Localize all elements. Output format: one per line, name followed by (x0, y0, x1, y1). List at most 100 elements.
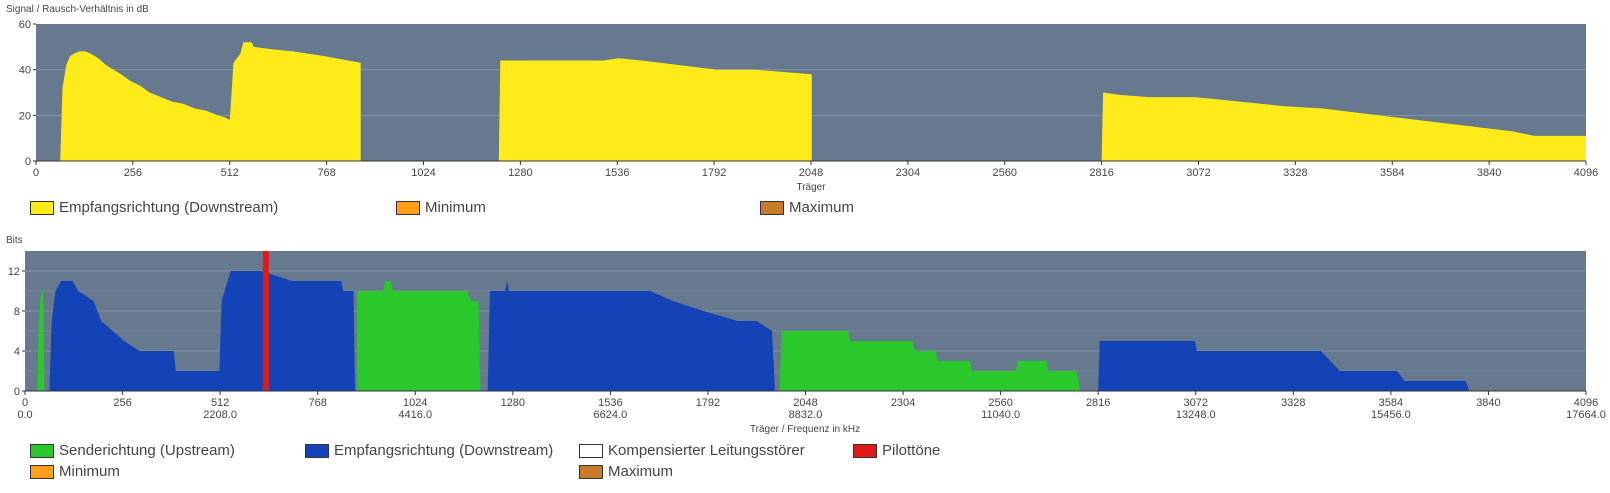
x-tick-label: 2816 (1086, 397, 1110, 409)
x-tick-label: 2304 (891, 397, 915, 409)
snr-xlabel: Träger (796, 182, 826, 193)
bits-legend-maximum-label: Maximum (608, 463, 674, 480)
x-tick-label: 2560 (993, 167, 1017, 179)
x-tick-label: 3840 (1476, 397, 1500, 409)
y-tick-label: 8 (14, 306, 20, 318)
bits-legend-minimum-label: Minimum (59, 463, 120, 480)
snr-legend-minimum-swatch (396, 200, 420, 215)
x-tick-label: 0 (33, 167, 39, 179)
x-tick-freq-label: 15456.0 (1371, 409, 1411, 421)
x-tick-freq-label: 6624.0 (594, 409, 628, 421)
bits-legend-downstream-label: Empfangsrichtung (Downstream) (334, 442, 554, 459)
bits-legend-pilot[interactable]: Pilottöne (853, 442, 940, 459)
x-tick-label: 1536 (605, 167, 629, 179)
bits-legend-minimum-swatch (30, 464, 54, 479)
bits-legend-upstream[interactable]: Senderichtung (Upstream) (30, 442, 235, 459)
x-tick-freq-label: 4416.0 (398, 409, 432, 421)
snr-chart: Signal / Rausch-Verhältnis in dB 0 20 40 60… (6, 4, 1598, 193)
x-tick-freq-label: 11040.0 (981, 409, 1020, 421)
snr-legend-maximum-label: Maximum (789, 199, 855, 216)
x-tick-label: 3072 (1186, 167, 1210, 179)
x-tick-label: 4096 (1574, 167, 1598, 179)
x-tick-label: 3072 (1184, 397, 1208, 409)
y-tick-label: 60 (19, 19, 31, 31)
x-tick-label: 2048 (793, 397, 817, 409)
x-tick-label: 256 (124, 167, 142, 179)
x-tick-label: 2048 (799, 167, 823, 179)
x-tick-freq-label: 13248.0 (1176, 409, 1216, 421)
y-tick-label: 40 (19, 65, 31, 77)
x-tick-label: 768 (317, 167, 335, 179)
bits-area-downstream-2 (1098, 341, 1470, 391)
x-tick-freq-label: 17664.0 (1566, 409, 1606, 421)
x-tick-label: 4096 (1574, 397, 1598, 409)
bits-area-upstream-0 (37, 291, 45, 391)
snr-legend-maximum[interactable]: Maximum (760, 199, 854, 216)
x-tick-label: 3840 (1477, 167, 1501, 179)
x-tick-label: 3328 (1283, 167, 1307, 179)
y-tick-label: 0 (25, 156, 31, 168)
bits-area-downstream-1 (487, 281, 775, 391)
y-tick-label: 20 (19, 110, 31, 122)
x-tick-label: 3584 (1379, 397, 1403, 409)
y-tick-label: 0 (14, 386, 20, 398)
x-tick-label: 1024 (403, 397, 427, 409)
x-tick-label: 256 (113, 397, 131, 409)
bits-y-ticks: 0 4 8 12 (8, 266, 25, 398)
y-tick-label: 12 (8, 266, 20, 278)
bits-area-downstream-0 (49, 271, 356, 391)
x-tick-label: 1280 (508, 167, 532, 179)
bits-legend-upstream-swatch (30, 443, 54, 458)
bits-legend-downstream[interactable]: Empfangsrichtung (Downstream) (305, 442, 553, 459)
x-tick-freq-label: 2208.0 (203, 409, 237, 421)
y-tick-label: 4 (14, 346, 20, 358)
bits-legend-upstream-label: Senderichtung (Upstream) (59, 442, 235, 459)
snr-legend-downstream[interactable]: Empfangsrichtung (Downstream) (30, 199, 278, 216)
bits-legend-minimum[interactable]: Minimum (30, 463, 120, 480)
x-tick-label: 0 (22, 397, 28, 409)
bits-area-upstream-2 (779, 331, 1080, 391)
snr-series-area (36, 42, 1586, 162)
snr-y-ticks: 0 20 40 60 (19, 19, 36, 168)
x-tick-label: 3328 (1281, 397, 1305, 409)
bits-legend-pilot-swatch (853, 443, 877, 458)
x-tick-label: 1536 (598, 397, 622, 409)
bits-area-upstream-1 (356, 281, 481, 391)
x-tick-label: 768 (309, 397, 327, 409)
snr-legend-minimum-label: Minimum (425, 199, 486, 216)
bits-legend-maximum-swatch (579, 464, 603, 479)
snr-legend-downstream-label: Empfangsrichtung (Downstream) (59, 199, 279, 216)
x-tick-label: 1024 (411, 167, 435, 179)
x-tick-label: 1792 (702, 167, 726, 179)
snr-area-downstream-0 (60, 42, 361, 161)
bits-ylabel: Bits (6, 235, 23, 246)
bits-legend-compensated-swatch (579, 443, 603, 458)
bits-legend-downstream-swatch (305, 443, 329, 458)
bits-legend-compensated-label: Kompensierter Leitungsstörer (608, 442, 805, 459)
snr-ylabel: Signal / Rausch-Verhältnis in dB (6, 4, 149, 15)
x-tick-label: 2560 (988, 397, 1012, 409)
x-tick-label: 2816 (1089, 167, 1113, 179)
bits-legend-maximum[interactable]: Maximum (579, 463, 673, 480)
snr-legend-maximum-swatch (760, 200, 784, 215)
snr-legend-downstream-swatch (30, 200, 54, 215)
snr-x-ticks: 0 256 512 768 1024 1280 1536 1792 2048 2304 2560 28… (33, 161, 1598, 179)
snr-area-downstream-1 (498, 58, 812, 161)
snr-area-downstream-2 (1101, 92, 1586, 161)
x-tick-label: 512 (221, 167, 239, 179)
bits-xlabel: Träger / Frequenz in kHz (750, 424, 860, 435)
x-tick-label: 2304 (896, 167, 920, 179)
x-tick-label: 1792 (696, 397, 720, 409)
x-tick-freq-label: 8832.0 (789, 409, 823, 421)
x-tick-freq-label: 0.0 (17, 409, 32, 421)
snr-legend-minimum[interactable]: Minimum (396, 199, 486, 216)
x-tick-label: 512 (211, 397, 229, 409)
pilot-tone-bar (262, 251, 269, 391)
bits-legend-compensated[interactable]: Kompensierter Leitungsstörer (579, 442, 805, 459)
x-tick-label: 1280 (501, 397, 525, 409)
x-tick-label: 3584 (1380, 167, 1404, 179)
bits-series-areas (25, 251, 1586, 392)
bits-legend-pilot-label: Pilottöne (882, 442, 941, 459)
